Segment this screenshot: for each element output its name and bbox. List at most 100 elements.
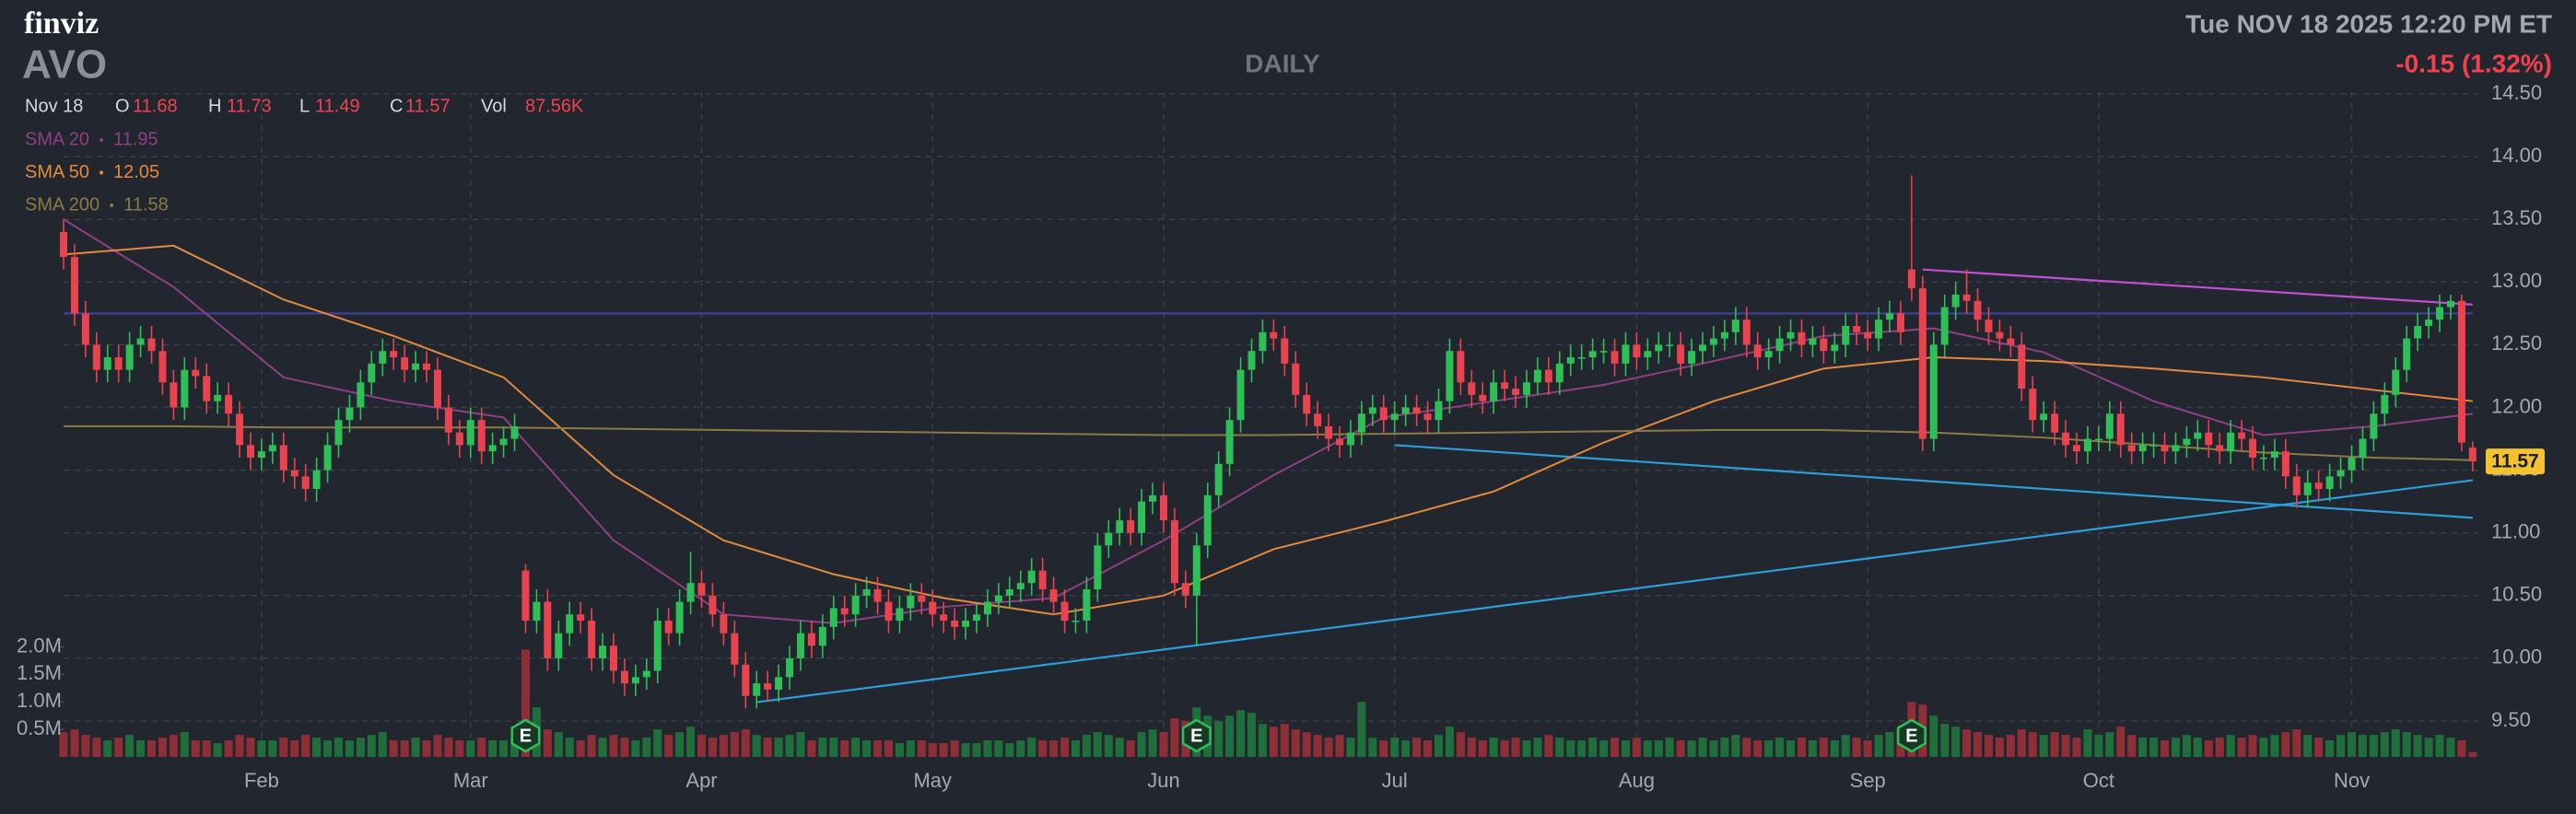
volume-bar (1621, 740, 1630, 757)
candle-body (555, 633, 563, 658)
ticker: AVO (22, 42, 107, 87)
volume-bar (2435, 735, 2444, 757)
candle-body (1160, 494, 1167, 521)
candle-body (907, 595, 915, 609)
candle-body (653, 621, 662, 671)
volume-bar (719, 735, 728, 757)
candle-body (1918, 288, 1926, 439)
volume-bar (939, 743, 948, 757)
moving-average (63, 244, 2473, 616)
volume-bar (180, 732, 189, 757)
candle-body (1699, 344, 1707, 352)
volume-bar (257, 740, 266, 757)
volume-bar (2116, 727, 2125, 757)
volume-bar (411, 738, 420, 757)
volume-bar (1874, 735, 1883, 757)
candle-body (1555, 363, 1563, 383)
candle-body (1886, 313, 1894, 320)
candle-body (1259, 331, 1267, 352)
volume-bar (1577, 740, 1587, 757)
candle-body (192, 369, 200, 377)
candle-body (1314, 413, 1322, 426)
candle-body (92, 344, 100, 370)
volume-bar (345, 740, 354, 757)
volume-bar (2292, 729, 2301, 757)
price-tag (2486, 448, 2545, 475)
volume-bar (1247, 713, 1257, 757)
volume-bar (818, 738, 827, 757)
y-tick-label: 14.50 (2491, 81, 2542, 104)
volume-bar (807, 740, 816, 757)
volume-bar (1687, 740, 1696, 757)
legend-value: 11.58 (123, 194, 169, 215)
candle-body (1501, 382, 1509, 390)
volume-bar (81, 735, 90, 757)
volume-bar (1533, 738, 1542, 757)
candle-body (390, 351, 398, 358)
volume-tick-label: 2.0M (17, 634, 62, 657)
candle-body (147, 338, 156, 352)
volume-bar (2149, 738, 2159, 757)
candle-body (125, 344, 134, 370)
candle-body (2116, 413, 2125, 446)
volume-bar (2039, 735, 2048, 757)
volume-bar (103, 740, 112, 757)
x-tick-label: Nov (2334, 769, 2370, 792)
candle-body (973, 614, 981, 622)
volume-bar (895, 743, 904, 757)
candle-body (1192, 545, 1200, 596)
candle-body (1764, 351, 1773, 358)
candle-body (466, 420, 474, 446)
volume-bar (928, 743, 937, 757)
volume-bar (114, 738, 123, 757)
volume-bar (1841, 735, 1850, 757)
candle-body (2062, 432, 2070, 446)
volume-bar (301, 735, 310, 757)
candle-body (1412, 407, 1421, 414)
volume-bar (2204, 740, 2213, 757)
volume-bar (356, 738, 365, 757)
brand[interactable]: finviz (24, 6, 99, 41)
candle-body (1512, 389, 1520, 395)
candle-body (2083, 438, 2091, 452)
legend-name: SMA 200 (25, 194, 100, 215)
volume-bar (1148, 729, 1157, 757)
y-tick-label: 10.00 (2491, 645, 2542, 669)
volume-bar (1962, 729, 1972, 757)
candle-body (1468, 382, 1476, 395)
x-tick-label: Jul (1382, 769, 1408, 792)
volume-bar (1819, 738, 1828, 757)
legend-dot (100, 138, 104, 142)
volume-bar (1995, 738, 2004, 757)
volume-bar (840, 740, 849, 757)
volume-bar (455, 740, 464, 757)
candle-body (1368, 407, 1376, 414)
candle-body (807, 633, 815, 646)
candle-body (1831, 344, 1839, 352)
candle-body (379, 351, 387, 364)
candle-body (2183, 438, 2191, 446)
candle-body (918, 595, 926, 602)
candle-body (1060, 601, 1069, 622)
candle-body (2348, 457, 2356, 471)
candle-body (994, 595, 1002, 602)
volume-bar (576, 740, 585, 757)
volume-bar (708, 738, 717, 757)
candle-body (1127, 520, 1135, 533)
volume-bar (1643, 740, 1652, 757)
x-tick-label: Feb (244, 769, 279, 792)
candle-body (2127, 445, 2136, 452)
quote-value: 11.57 (405, 96, 451, 116)
candle-body (1446, 351, 1454, 401)
quote-label: O (115, 96, 130, 116)
candle-body (1951, 294, 1960, 308)
candle-body (2149, 445, 2158, 447)
candle-body (2457, 300, 2465, 443)
candle-body (334, 420, 343, 446)
volume-bar (1280, 724, 1289, 757)
volume-bar (1335, 735, 1344, 757)
candle-body (1775, 338, 1784, 352)
candle-body (1610, 351, 1619, 364)
earnings-label: E (520, 726, 532, 746)
candle-body (1666, 344, 1674, 346)
